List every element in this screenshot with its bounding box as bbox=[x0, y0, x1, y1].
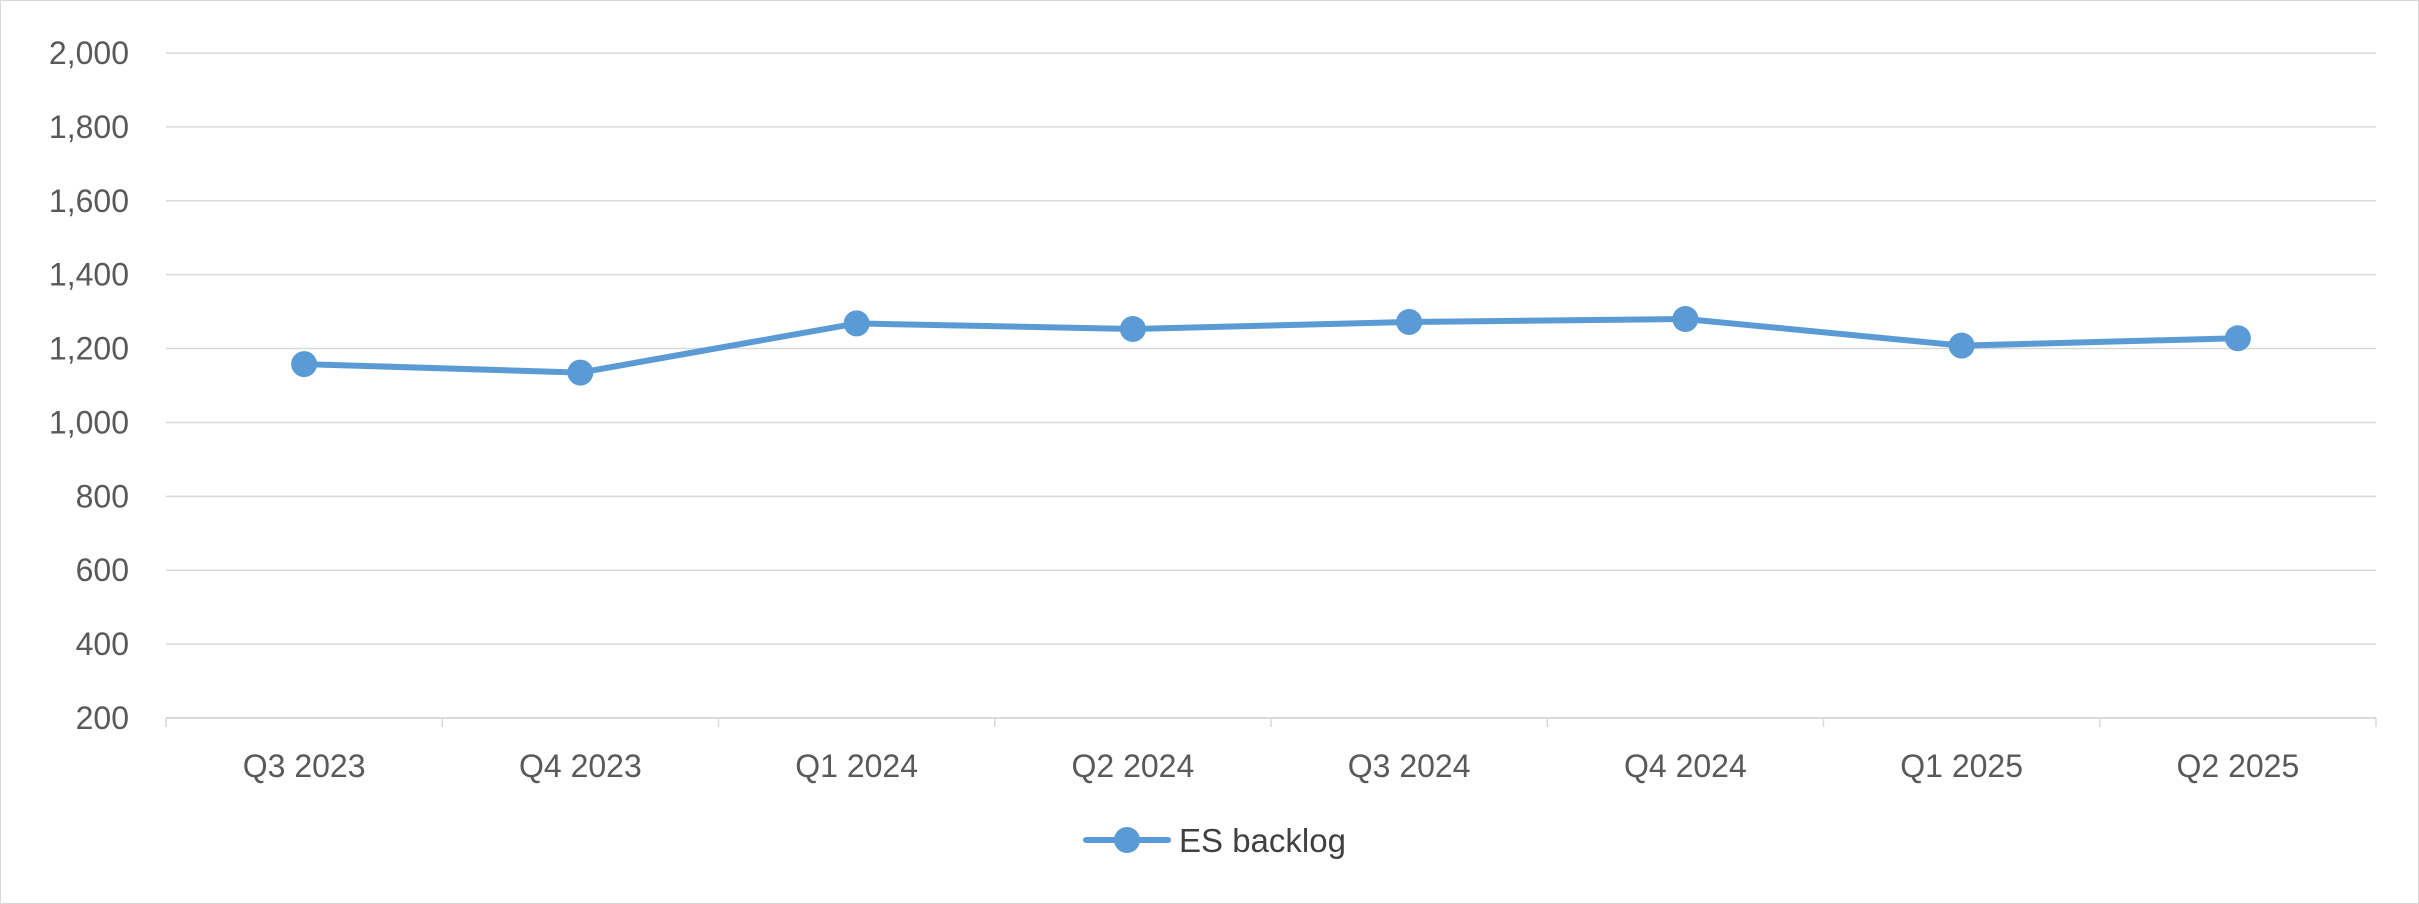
y-tick-label: 200 bbox=[76, 700, 129, 736]
data-point-marker bbox=[1396, 308, 1423, 335]
x-tick-label: Q4 2023 bbox=[519, 748, 642, 784]
y-tick-label: 1,600 bbox=[49, 183, 129, 219]
y-tick-label: 1,000 bbox=[49, 404, 129, 440]
data-point-marker bbox=[843, 310, 870, 337]
y-tick-label: 400 bbox=[76, 626, 129, 662]
series-layer bbox=[291, 306, 2251, 386]
y-axis-tick-labels: 200 400 600 800 1,000 1,200 1,400 1,600 1,800 2,0… bbox=[49, 35, 129, 736]
y-tick-label: 2,000 bbox=[49, 35, 129, 71]
y-tick-label: 1,800 bbox=[49, 109, 129, 145]
x-tick-label: Q1 2024 bbox=[795, 748, 918, 784]
x-tick-label: Q2 2025 bbox=[2176, 748, 2299, 784]
data-point-marker bbox=[2224, 325, 2251, 352]
x-axis-tick-labels: Q3 2023 Q4 2023 Q1 2024 Q2 2024 Q3 2024 Q4 20… bbox=[243, 748, 2300, 784]
x-tick-label: Q3 2024 bbox=[1348, 748, 1471, 784]
data-point-marker bbox=[291, 351, 318, 378]
x-tick-label: Q3 2023 bbox=[243, 748, 366, 784]
x-tick-label: Q1 2025 bbox=[1900, 748, 2023, 784]
legend-label: ES backlog bbox=[1179, 822, 1346, 859]
x-axis bbox=[165, 717, 2377, 727]
data-point-marker bbox=[1948, 332, 1975, 359]
data-point-marker bbox=[1119, 315, 1146, 342]
y-tick-label: 1,200 bbox=[49, 331, 129, 367]
x-tick-label: Q4 2024 bbox=[1624, 748, 1747, 784]
gridlines bbox=[166, 52, 2376, 645]
series-line bbox=[301, 316, 2241, 376]
data-point-marker bbox=[1672, 306, 1699, 332]
y-tick-label: 800 bbox=[76, 478, 129, 514]
legend-marker-swatch bbox=[1114, 827, 1140, 853]
y-tick-label: 600 bbox=[76, 552, 129, 588]
y-tick-label: 1,400 bbox=[49, 257, 129, 293]
legend: ES backlog bbox=[1083, 822, 1346, 859]
data-point-marker bbox=[567, 359, 594, 386]
x-tick-label: Q2 2024 bbox=[1071, 748, 1194, 784]
